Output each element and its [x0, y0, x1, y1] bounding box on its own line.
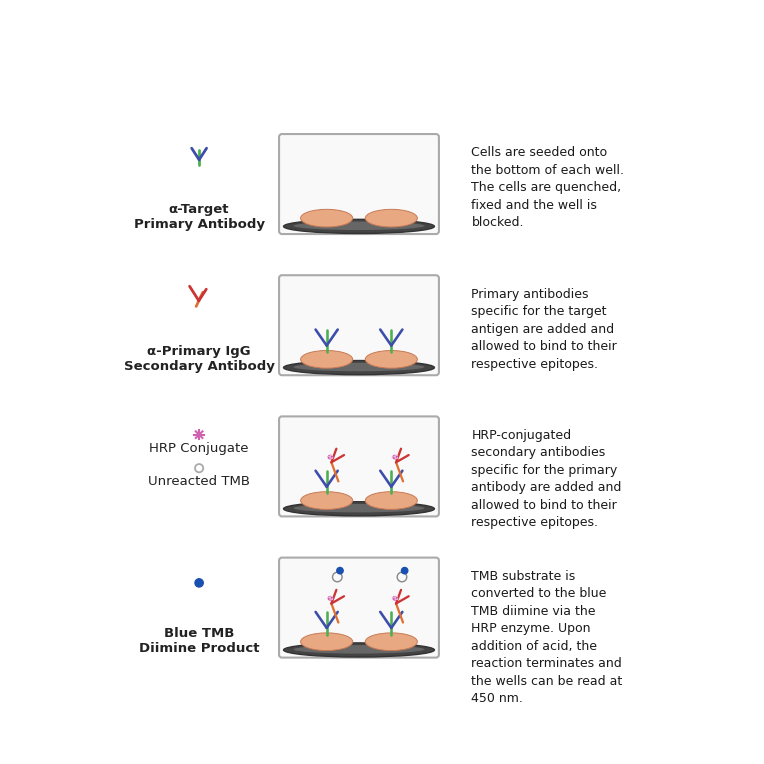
- Ellipse shape: [365, 209, 417, 227]
- Ellipse shape: [392, 455, 398, 459]
- Ellipse shape: [293, 645, 425, 654]
- Text: HG: HG: [391, 596, 399, 601]
- Ellipse shape: [283, 643, 435, 657]
- FancyBboxPatch shape: [279, 275, 439, 375]
- Text: HRP-conjugated
secondary antibodies
specific for the primary
antibody are added : HRP-conjugated secondary antibodies spec…: [471, 429, 622, 529]
- Ellipse shape: [392, 596, 398, 601]
- Ellipse shape: [283, 219, 435, 234]
- Text: TMB substrate is
converted to the blue
TMB diimine via the
HRP enzyme. Upon
addi: TMB substrate is converted to the blue T…: [471, 570, 623, 705]
- FancyBboxPatch shape: [279, 558, 439, 658]
- FancyBboxPatch shape: [279, 416, 439, 516]
- Text: α-Primary IgG
Secondary Antibody: α-Primary IgG Secondary Antibody: [124, 345, 274, 373]
- Ellipse shape: [300, 209, 353, 227]
- Ellipse shape: [327, 455, 334, 459]
- Circle shape: [195, 579, 203, 587]
- Ellipse shape: [293, 504, 425, 513]
- Text: HG: HG: [391, 455, 399, 460]
- Text: α-Target
Primary Antibody: α-Target Primary Antibody: [134, 203, 264, 231]
- Ellipse shape: [365, 633, 417, 651]
- Ellipse shape: [283, 502, 435, 516]
- Circle shape: [337, 568, 343, 574]
- Text: Unreacted TMB: Unreacted TMB: [148, 475, 250, 488]
- Ellipse shape: [300, 633, 353, 651]
- Ellipse shape: [327, 596, 334, 601]
- Ellipse shape: [365, 492, 417, 510]
- Text: Cells are seeded onto
the bottom of each well.
The cells are quenched,
fixed and: Cells are seeded onto the bottom of each…: [471, 147, 624, 229]
- Text: Primary antibodies
specific for the target
antigen are added and
allowed to bind: Primary antibodies specific for the targ…: [471, 287, 617, 371]
- Text: HG: HG: [326, 455, 334, 460]
- Text: Blue TMB
Diimine Product: Blue TMB Diimine Product: [139, 627, 259, 655]
- Ellipse shape: [283, 361, 435, 374]
- Text: HG: HG: [326, 596, 334, 601]
- Text: HRP Conjugate: HRP Conjugate: [150, 442, 249, 455]
- Ellipse shape: [365, 351, 417, 368]
- Ellipse shape: [293, 222, 425, 230]
- FancyBboxPatch shape: [279, 134, 439, 234]
- Circle shape: [401, 568, 408, 574]
- Ellipse shape: [293, 363, 425, 371]
- Ellipse shape: [300, 351, 353, 368]
- Ellipse shape: [300, 492, 353, 510]
